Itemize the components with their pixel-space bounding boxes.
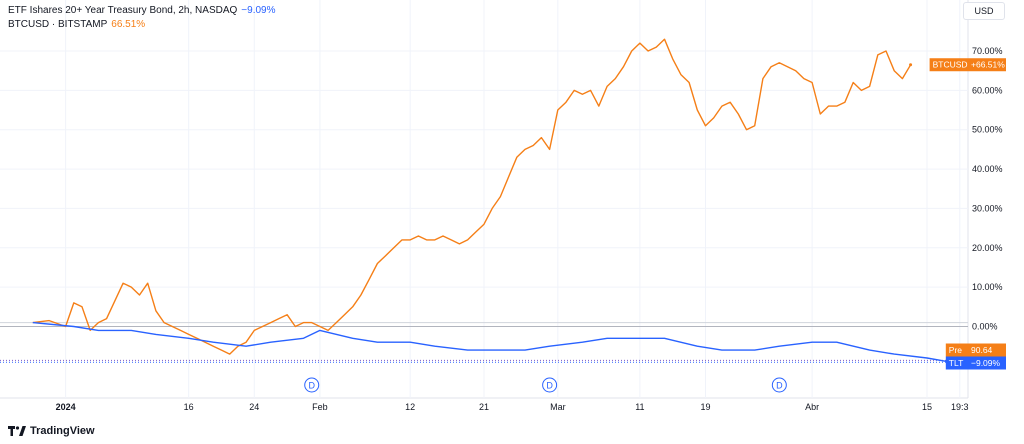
x-tick-label: Mar	[550, 402, 566, 412]
y-tick-label: 20.00%	[972, 243, 1003, 253]
dividend-marker-circle	[542, 377, 558, 393]
x-tick-label: 19	[700, 402, 710, 412]
x-tick-label: Feb	[312, 402, 328, 412]
dividend-marker-label: D	[776, 381, 783, 391]
legend-main-series[interactable]: ETF Ishares 20+ Year Treasury Bond, 2h, …	[8, 4, 276, 18]
y-tick-label: 50.00%	[972, 125, 1003, 135]
price-tag-pre-value-bg	[968, 343, 1006, 357]
price-tag-btcusd-label: BTCUSD	[933, 60, 968, 70]
x-tick-label: 12	[405, 402, 415, 412]
series-layer	[32, 38, 954, 364]
brand-name: TradingView	[30, 425, 95, 437]
y-tick-label: 40.00%	[972, 164, 1003, 174]
price-tag-pre-label-bg	[945, 343, 968, 357]
y-tick-label: 30.00%	[972, 203, 1003, 213]
x-tick-label: 15	[922, 402, 932, 412]
tradingview-logo-icon	[8, 426, 26, 436]
tradingview-brand[interactable]: TradingView	[8, 425, 95, 437]
price-axis[interactable]: 70.00% 60.00% 50.00% 40.00% 30.00% 20.00% 10.0…	[972, 46, 1003, 332]
x-tick-label: 24	[249, 402, 259, 412]
currency-button[interactable]: USD	[963, 2, 1005, 20]
dividend-marker: D	[542, 377, 558, 393]
price-tags: BTCUSD +66.51% Pre 90.64 TLT −9.09%	[929, 58, 1006, 370]
price-tag-btcusd-value: +66.51%	[971, 60, 1005, 70]
price-tag-tlt-label-bg	[945, 356, 968, 370]
dividend-marker: D	[771, 377, 787, 393]
x-tick-label: 2024	[56, 402, 76, 412]
legend-compare-change: 66.51%	[111, 19, 146, 30]
legend-compare-title: BTCUSD · BITSTAMP	[8, 19, 108, 30]
x-tick-label: 21	[479, 402, 489, 412]
dividend-marker-circle	[771, 377, 787, 393]
x-tick-label: 11	[635, 402, 644, 412]
series-line-btcusd	[32, 38, 912, 355]
legend-main-title: ETF Ishares 20+ Year Treasury Bond, 2h, …	[8, 5, 238, 16]
price-tag-tlt-value: −9.09%	[971, 358, 1001, 368]
price-tag-pre-label: Pre	[949, 345, 963, 355]
y-tick-label: 60.00%	[972, 85, 1003, 95]
series-last-point-btcusd	[909, 63, 913, 67]
y-tick-label: 10.00%	[972, 282, 1003, 292]
x-tick-label: 19:3	[951, 402, 969, 412]
dividend-marker: D	[304, 377, 320, 393]
series-legend: ETF Ishares 20+ Year Treasury Bond, 2h, …	[8, 4, 276, 32]
price-tag-btcusd: BTCUSD +66.51%	[929, 58, 1006, 72]
x-tick-label: 16	[184, 402, 194, 412]
price-tag-tlt-label: TLT	[949, 358, 963, 368]
series-line-tlt	[32, 321, 952, 363]
y-tick-label: 70.00%	[972, 46, 1003, 56]
time-axis[interactable]: 2024 16 24 Feb 12 21 Mar 11 19 Abr 15 19:3	[56, 402, 969, 412]
price-tag-btcusd-label-bg	[929, 58, 968, 72]
x-tick-label: Abr	[805, 402, 819, 412]
price-tag-pre: Pre 90.64	[945, 343, 1006, 357]
dividend-marker-label: D	[546, 381, 553, 391]
dividend-marker-circle	[304, 377, 320, 393]
price-tag-btcusd-value-bg	[968, 58, 1006, 72]
price-tag-pre-value: 90.64	[971, 345, 993, 355]
legend-compare-series[interactable]: BTCUSD · BITSTAMP 66.51%	[8, 18, 276, 32]
y-tick-label: 0.00%	[972, 322, 998, 332]
price-tag-tlt-value-bg	[968, 356, 1006, 370]
legend-main-change: −9.09%	[241, 5, 276, 16]
chart-grid	[0, 0, 969, 399]
price-tag-tlt: TLT −9.09%	[945, 356, 1006, 370]
dividend-marker-label: D	[308, 381, 315, 391]
